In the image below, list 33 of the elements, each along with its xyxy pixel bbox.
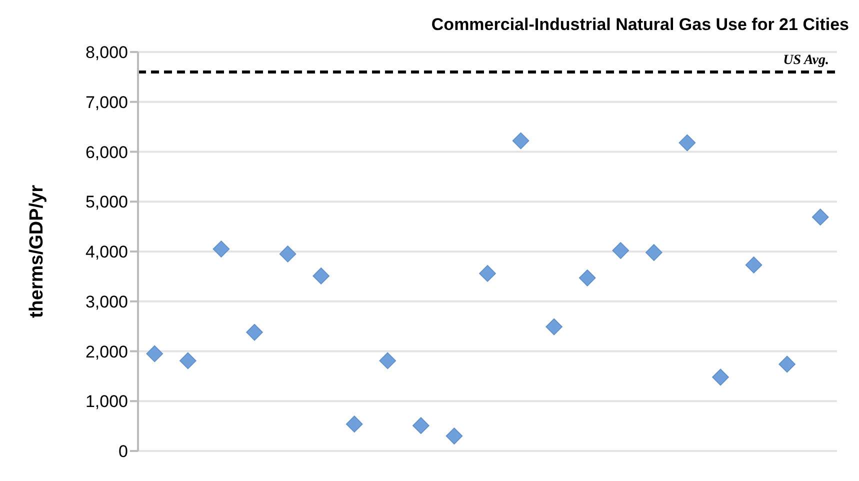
chart-title: Commercial-Industrial Natural Gas Use for 21 Cities — [430, 14, 850, 36]
point — [678, 134, 696, 152]
y-tick-label: 3,000 — [85, 292, 128, 312]
y-tick-label: 7,000 — [85, 92, 128, 112]
point — [446, 428, 463, 444]
point — [180, 352, 196, 370]
point — [146, 345, 164, 362]
point — [479, 265, 496, 282]
point — [512, 132, 530, 150]
point — [212, 240, 230, 258]
y-tick-label: 4,000 — [85, 242, 128, 262]
y-tick-label: 1,000 — [85, 392, 128, 412]
point — [812, 208, 829, 226]
y-axis-title: therms/GDP/yr — [26, 184, 48, 318]
point — [778, 356, 796, 373]
y-tick-label: 5,000 — [85, 192, 128, 212]
y-tick-label: 0 — [118, 442, 128, 462]
point — [546, 318, 562, 336]
y-tick-label: 6,000 — [85, 142, 128, 162]
point — [279, 246, 296, 262]
point — [712, 368, 729, 386]
ref-line-label: US Avg. — [783, 52, 829, 68]
point — [312, 268, 330, 284]
point — [646, 244, 662, 261]
point — [745, 256, 762, 274]
point — [379, 352, 396, 370]
point — [246, 324, 263, 341]
y-tick-label: 2,000 — [85, 342, 128, 362]
point — [612, 242, 630, 259]
point — [578, 270, 596, 286]
y-tick-label: 8,000 — [85, 43, 128, 62]
point — [346, 416, 363, 432]
point — [412, 417, 430, 434]
